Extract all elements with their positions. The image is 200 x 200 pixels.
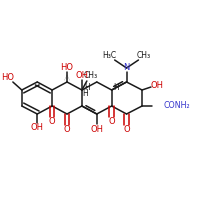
Text: O: O [123, 126, 130, 134]
Text: OH: OH [75, 71, 88, 79]
Text: H: H [82, 90, 88, 98]
Text: H: H [113, 82, 119, 92]
Text: H₃C: H₃C [103, 50, 117, 60]
Text: CH₃: CH₃ [136, 50, 150, 60]
Text: OH: OH [90, 124, 103, 134]
Text: O: O [64, 126, 70, 134]
Text: CONH₂: CONH₂ [164, 102, 190, 110]
Text: O: O [49, 117, 55, 127]
Text: H: H [84, 82, 90, 92]
Text: CH₃: CH₃ [84, 72, 98, 80]
Text: O: O [108, 117, 115, 127]
Text: N: N [123, 64, 130, 72]
Text: HO: HO [61, 62, 74, 72]
Text: HO: HO [1, 72, 14, 82]
Text: OH: OH [150, 80, 163, 90]
Text: OH: OH [31, 123, 44, 132]
